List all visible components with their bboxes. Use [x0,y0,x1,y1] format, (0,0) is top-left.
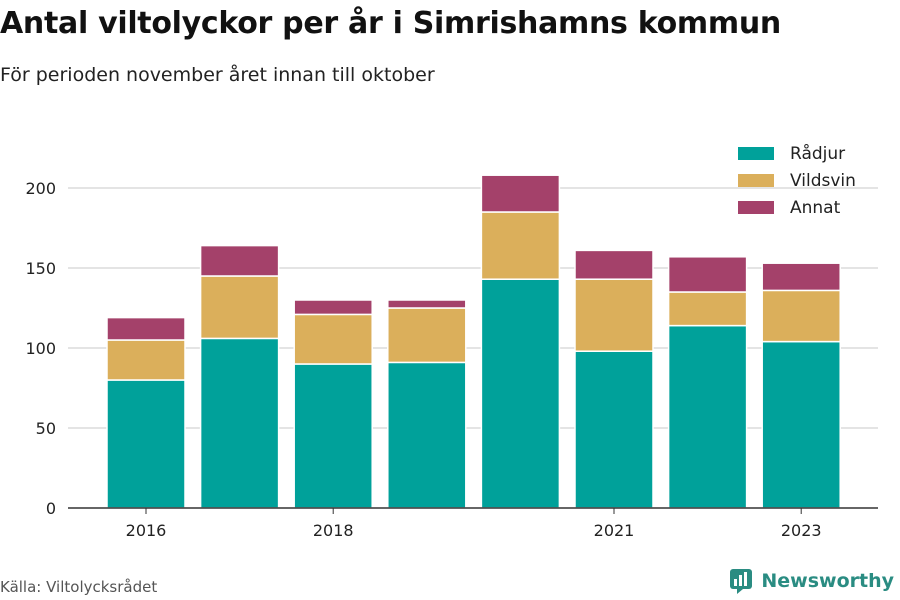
legend-item-vildsvin: Vildsvin [738,167,856,194]
y-tick-label-50: 50 [36,419,56,438]
bar-annat-2018 [293,299,373,316]
legend-label-annat: Annat [790,197,841,218]
x-tick-label-2018: 2018 [313,521,354,540]
bar-annat-2017 [199,244,280,277]
bar-radjur-2016 [106,379,186,509]
bar-vildsvin-2020 [480,211,561,280]
bar-radjur-2018 [293,363,373,509]
legend: Rådjur Vildsvin Annat [738,140,856,221]
bar-radjur-2019 [387,361,467,509]
bar-vildsvin-2018 [293,313,373,365]
y-tick-label-200: 200 [25,179,56,198]
bar-annat-2019 [387,299,467,309]
chart-subtitle: För perioden november året innan till ok… [0,64,435,86]
bar-radjur-2017 [199,337,280,509]
legend-label-radjur: Rådjur [790,143,846,164]
bar-annat-2016 [106,316,186,341]
brand[interactable]: Newsworthy [729,568,894,594]
bar-radjur-2020 [480,278,561,509]
bar-vildsvin-2022 [667,291,748,327]
bar-vildsvin-2021 [574,278,654,352]
x-tick-label-2021: 2021 [594,521,635,540]
bar-annat-2021 [574,249,654,280]
bars [106,174,841,509]
legend-swatch-vildsvin [738,174,774,187]
bar-vildsvin-2019 [387,307,467,364]
chart-title: Antal viltolyckor per år i Simrishamns k… [0,6,781,41]
y-tick-label-150: 150 [25,259,56,278]
bar-annat-2023 [761,262,841,292]
legend-item-radjur: Rådjur [738,140,856,167]
bar-vildsvin-2016 [106,339,186,381]
legend-item-annat: Annat [738,194,856,221]
axes: 0 50 100 150 200 2016 2018 2021 2023 [25,179,878,540]
brand-name: Newsworthy [761,570,894,592]
bar-annat-2020 [480,174,561,213]
source-note: Källa: Viltolycksrådet [0,578,158,596]
x-tick-label-2023: 2023 [781,521,822,540]
bar-radjur-2023 [761,340,841,509]
bar-annat-2022 [667,256,748,293]
y-tick-label-100: 100 [25,339,56,358]
bar-radjur-2022 [667,324,748,509]
y-tick-label-0: 0 [46,499,56,518]
bar-vildsvin-2023 [761,289,841,343]
gridlines [68,187,878,429]
x-tick-label-2016: 2016 [126,521,167,540]
bar-vildsvin-2017 [199,275,280,340]
newsworthy-logo-icon [730,569,753,594]
legend-label-vildsvin: Vildsvin [790,170,856,191]
bar-radjur-2021 [574,350,654,509]
legend-swatch-radjur [738,147,774,160]
legend-swatch-annat [738,201,774,214]
